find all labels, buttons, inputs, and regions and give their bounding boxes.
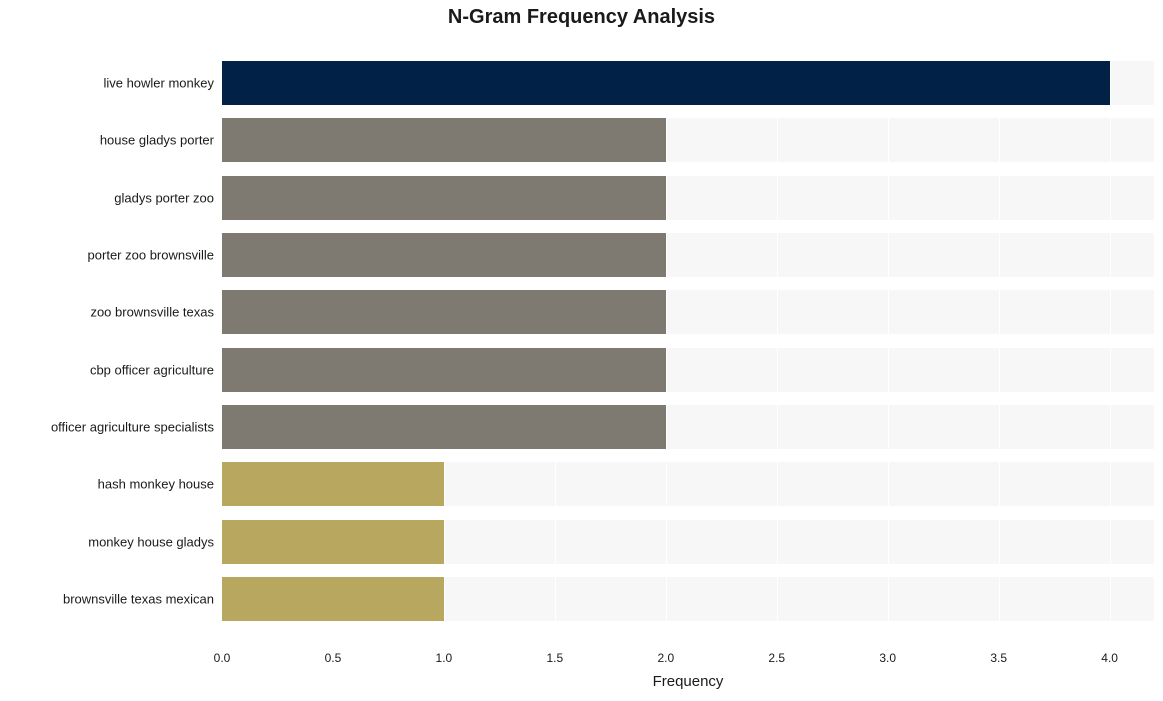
chart-container: N-Gram Frequency Analysis live howler mo… bbox=[0, 0, 1163, 701]
row-gap bbox=[222, 621, 1154, 645]
y-tick-label: brownsville texas mexican bbox=[63, 592, 222, 607]
bar bbox=[222, 233, 666, 277]
x-tick: 0.5 bbox=[325, 651, 342, 665]
bar bbox=[222, 577, 444, 621]
row-gap bbox=[222, 334, 1154, 347]
chart-title: N-Gram Frequency Analysis bbox=[0, 6, 1163, 29]
y-tick-label: zoo brownsville texas bbox=[90, 305, 222, 320]
x-tick: 1.5 bbox=[547, 651, 564, 665]
x-axis-label: Frequency bbox=[222, 673, 1154, 690]
bar bbox=[222, 176, 666, 220]
row-gap bbox=[222, 105, 1154, 118]
bar bbox=[222, 462, 444, 506]
row-gap bbox=[222, 37, 1154, 61]
bar bbox=[222, 348, 666, 392]
row-gap bbox=[222, 277, 1154, 290]
gridline bbox=[1110, 37, 1111, 645]
bar bbox=[222, 290, 666, 334]
row-gap bbox=[222, 392, 1154, 405]
x-tick: 2.0 bbox=[657, 651, 674, 665]
bar bbox=[222, 118, 666, 162]
row-gap bbox=[222, 162, 1154, 175]
x-tick: 3.0 bbox=[879, 651, 896, 665]
row-gap bbox=[222, 220, 1154, 233]
bar bbox=[222, 520, 444, 564]
x-tick: 1.0 bbox=[436, 651, 453, 665]
row-gap bbox=[222, 449, 1154, 462]
y-tick-label: officer agriculture specialists bbox=[51, 420, 222, 435]
y-tick-label: cbp officer agriculture bbox=[90, 362, 222, 377]
bar bbox=[222, 405, 666, 449]
y-tick-label: gladys porter zoo bbox=[114, 190, 222, 205]
gridline bbox=[666, 37, 667, 645]
x-tick: 0.0 bbox=[214, 651, 231, 665]
y-tick-label: monkey house gladys bbox=[88, 534, 222, 549]
x-tick: 2.5 bbox=[768, 651, 785, 665]
x-tick: 3.5 bbox=[990, 651, 1007, 665]
gridline bbox=[777, 37, 778, 645]
y-tick-label: porter zoo brownsville bbox=[88, 247, 222, 262]
row-gap bbox=[222, 564, 1154, 577]
y-tick-label: live howler monkey bbox=[103, 75, 222, 90]
gridline bbox=[888, 37, 889, 645]
plot-area: live howler monkeyhouse gladys portergla… bbox=[222, 37, 1154, 645]
x-tick: 4.0 bbox=[1101, 651, 1118, 665]
bar bbox=[222, 61, 1110, 105]
y-tick-label: hash monkey house bbox=[98, 477, 222, 492]
y-tick-label: house gladys porter bbox=[100, 133, 222, 148]
row-gap bbox=[222, 506, 1154, 519]
gridline bbox=[999, 37, 1000, 645]
